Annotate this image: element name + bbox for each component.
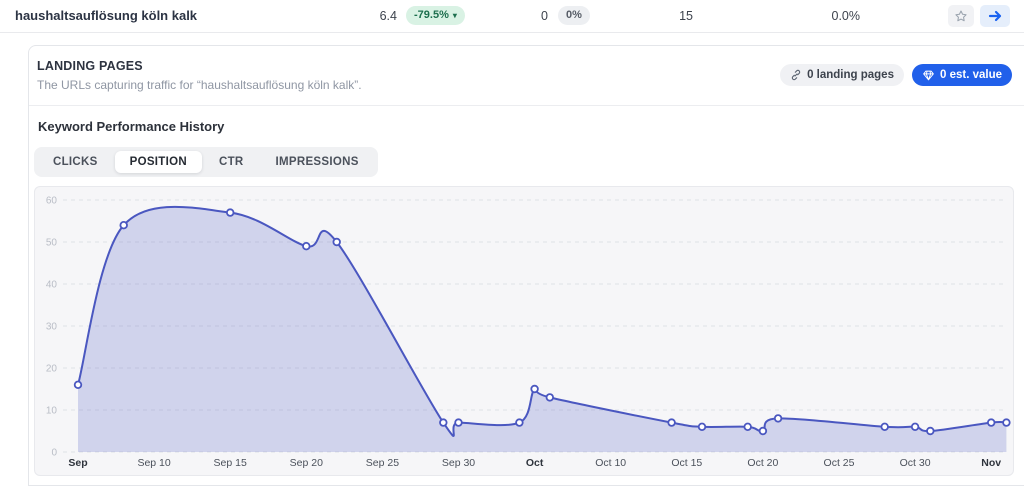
y-axis-label: 60 [46, 196, 58, 207]
data-point-marker[interactable] [758, 426, 768, 436]
chart-canvas[interactable]: 0 10 20 30 40 50 60 Sep Sep 10 Sep 15 Sep 20 Sep 25… [35, 187, 1014, 476]
data-point-marker[interactable] [1002, 418, 1011, 427]
content-card: LANDING PAGES The URLs capturing traffic… [28, 45, 1024, 486]
y-axis-label: 30 [46, 322, 58, 333]
x-axis-label: Sep 10 [137, 457, 170, 469]
change-value: -79.5% [414, 9, 449, 21]
y-axis-label: 0 [51, 448, 57, 459]
ctr-value: 0.0% [831, 9, 861, 23]
x-axis-label: Sep 15 [214, 457, 247, 469]
tab-position[interactable]: POSITION [114, 151, 202, 173]
data-point-marker[interactable] [332, 237, 341, 247]
data-point-marker[interactable] [987, 418, 996, 427]
data-point-marker[interactable] [302, 242, 311, 251]
clicks-value: 0 [541, 9, 548, 23]
x-axis-label: Oct 10 [595, 457, 626, 469]
y-axis-label: 20 [46, 364, 58, 375]
open-button[interactable] [980, 5, 1010, 27]
x-axis-label: Sep [68, 457, 87, 469]
data-point-marker[interactable] [773, 414, 783, 423]
est-value-label: 0 est. value [939, 69, 1002, 81]
y-axis-label: 50 [46, 238, 58, 249]
data-point-marker[interactable] [515, 418, 524, 427]
landing-pages-actions: 0 landing pages 0 est. value [780, 64, 1012, 86]
data-point-marker[interactable] [697, 422, 707, 431]
data-point-marker[interactable] [910, 422, 920, 431]
star-icon [955, 10, 967, 22]
performance-title: Keyword Performance History [38, 119, 225, 134]
favorite-button[interactable] [948, 5, 974, 27]
data-point-marker[interactable] [454, 418, 463, 427]
x-axis-label: Oct 30 [900, 457, 931, 469]
link-icon [791, 69, 801, 81]
x-axis-label: Oct 15 [671, 457, 702, 469]
series-line [77, 205, 1007, 437]
y-axis-label: 40 [46, 280, 58, 291]
landing-pages-count-button[interactable]: 0 landing pages [780, 64, 904, 86]
impressions-value: 15 [679, 9, 693, 23]
data-point-marker[interactable] [545, 393, 554, 402]
data-point-marker[interactable] [439, 418, 448, 427]
landing-pages-count-label: 0 landing pages [807, 69, 894, 81]
caret-down-icon: ▾ [452, 10, 457, 20]
data-point-marker[interactable] [926, 426, 935, 436]
gem-icon [923, 70, 934, 80]
data-point-marker[interactable] [667, 418, 676, 427]
change-badge[interactable]: -79.5% ▾ [406, 6, 465, 25]
x-axis-label: Oct [526, 457, 544, 469]
series-area [78, 206, 1007, 452]
x-axis-label: Sep 30 [442, 457, 475, 469]
y-axis-label: 10 [46, 406, 58, 417]
est-value-button[interactable]: 0 est. value [911, 64, 1012, 86]
landing-pages-section: LANDING PAGES The URLs capturing traffic… [29, 46, 1024, 106]
keyword-row: haushaltsauflösung köln kalk 6.4 -79.5% … [0, 0, 1024, 33]
tab-ctr[interactable]: CTR [218, 156, 244, 168]
tab-impressions[interactable]: IMPRESSIONS [275, 156, 359, 168]
tab-clicks[interactable]: CLICKS [53, 156, 98, 168]
keyword-label: haushaltsauflösung köln kalk [15, 8, 198, 23]
landing-pages-title: LANDING PAGES [37, 59, 143, 73]
x-axis-label: Oct 25 [824, 457, 855, 469]
data-point-marker[interactable] [530, 384, 539, 394]
position-value: 6.4 [379, 9, 397, 23]
tab-bar: CLICKS POSITION CTR IMPRESSIONS [34, 147, 378, 177]
x-axis-label: Nov [981, 457, 1001, 469]
data-point-marker[interactable] [743, 422, 752, 431]
landing-pages-subtitle: The URLs capturing traffic for “haushalt… [37, 78, 362, 92]
x-axis-label: Sep 20 [290, 457, 323, 469]
performance-section: Keyword Performance History CLICKS POSIT… [29, 106, 1024, 476]
ctr-badge: 0% [558, 6, 590, 25]
arrow-right-icon [988, 10, 1002, 22]
x-axis-label: Oct 20 [747, 457, 778, 469]
data-point-marker[interactable] [225, 208, 235, 217]
data-point-marker[interactable] [880, 422, 889, 431]
data-point-marker[interactable] [119, 221, 128, 230]
x-axis-label: Sep 25 [366, 457, 399, 469]
chart: 0 10 20 30 40 50 60 Sep Sep 10 Sep 15 Sep 20 Sep 25… [34, 186, 1014, 476]
data-point-marker[interactable] [73, 380, 83, 389]
